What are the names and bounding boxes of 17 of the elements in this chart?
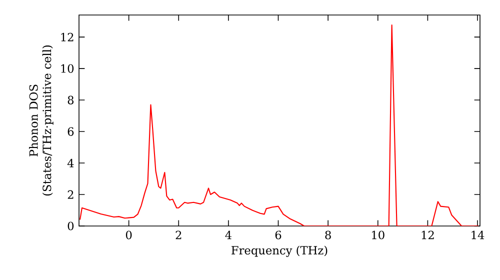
x-tick-label: 6 — [275, 230, 282, 240]
x-tick-label: 2 — [176, 230, 182, 240]
y-tick-label: 4 — [67, 158, 74, 168]
x-tick-label: 4 — [225, 230, 232, 240]
y-tick-label: 0 — [68, 222, 74, 230]
x-tick-label: 10 — [372, 230, 384, 240]
y-tick-label: 2 — [68, 190, 74, 199]
x-tick-label: 12 — [422, 230, 434, 240]
y-tick-label: 8 — [68, 96, 74, 104]
y-tick-label: 12 — [61, 32, 74, 42]
x-tick-label: 14 — [472, 230, 484, 240]
x-tick-label: 8 — [325, 230, 331, 240]
x-axis-title: Frequency (THz) — [232, 246, 328, 257]
x-tick-label: 0 — [126, 230, 132, 240]
y-tick-label: 10 — [61, 64, 74, 73]
y-tick-label: 6 — [68, 127, 74, 136]
y-axis-title: Phonon DOS (States/THz·primitive cell) — [29, 45, 54, 196]
